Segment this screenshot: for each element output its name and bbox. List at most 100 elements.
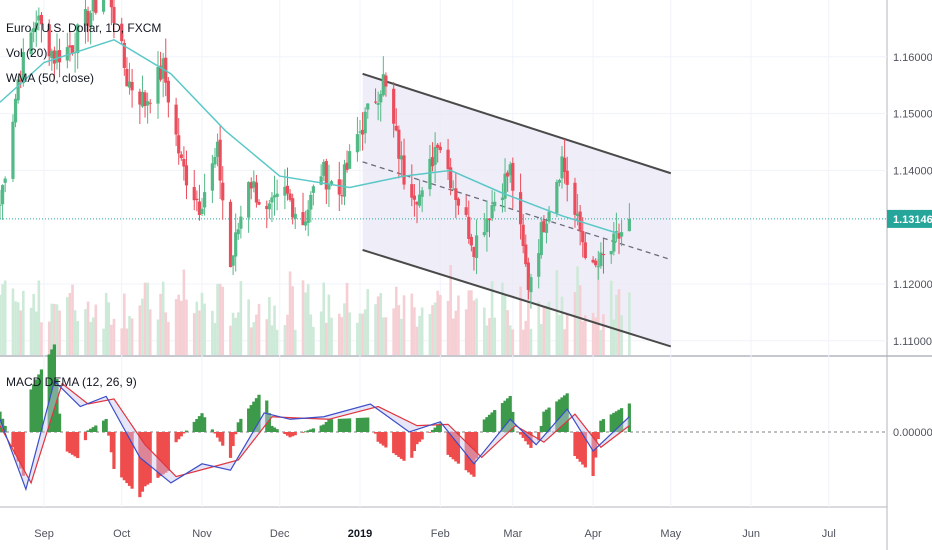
histogram-bar <box>518 432 523 435</box>
histogram-bar <box>555 401 559 432</box>
candle-body <box>68 45 72 48</box>
candle-body <box>55 50 59 63</box>
volume-bar <box>148 309 152 355</box>
candle-body <box>213 156 217 165</box>
histogram-bar <box>86 430 90 432</box>
volume-bar <box>14 301 17 355</box>
candle-body <box>547 211 551 222</box>
candle-body <box>319 176 323 185</box>
volume-bar <box>537 301 541 355</box>
histogram-bar <box>270 425 274 432</box>
time-tick-label: 2019 <box>348 528 372 540</box>
volume-bar <box>211 310 214 355</box>
price-tick-label: 1.15000 <box>893 109 932 121</box>
histogram-bar <box>275 429 279 432</box>
volume-bar <box>53 303 56 355</box>
histogram-bar <box>94 425 98 432</box>
volume-bar <box>431 305 434 355</box>
volume-bar <box>110 324 113 355</box>
histogram-bar <box>161 432 165 475</box>
candle-body <box>399 155 404 160</box>
histogram-bar <box>415 432 419 445</box>
time-tick-label: Oct <box>113 528 130 540</box>
histogram-bar <box>247 408 251 432</box>
histogram-bar <box>166 432 170 472</box>
candle-body <box>469 236 473 246</box>
volume-bar <box>402 295 406 355</box>
volume-bar <box>410 293 414 355</box>
histogram-bar <box>283 432 287 435</box>
candle-body <box>373 101 378 103</box>
histogram-bar <box>234 432 238 435</box>
candle-body <box>218 139 222 181</box>
volume-bar <box>16 302 20 355</box>
time-tick-label: Feb <box>431 528 450 540</box>
candle-body <box>591 259 595 263</box>
histogram-bar <box>617 409 621 432</box>
candle-body <box>537 253 541 277</box>
volume-bar <box>84 309 87 355</box>
candle-body <box>342 164 347 197</box>
volume-bar <box>104 292 108 355</box>
candle-body <box>493 201 497 207</box>
volume-bar <box>472 300 476 355</box>
histogram-bar <box>493 410 497 432</box>
candle-body <box>91 0 95 12</box>
volume-bar <box>167 322 170 355</box>
volume-bar <box>195 301 199 355</box>
volume-bar <box>446 300 450 355</box>
volume-bar <box>376 296 380 355</box>
histogram-bar <box>399 432 404 459</box>
candle-body <box>197 201 202 215</box>
channel-fill <box>362 73 671 347</box>
volume-bar <box>76 321 79 355</box>
volume-bar <box>0 294 2 355</box>
histogram-bar <box>348 418 352 432</box>
candle-body <box>138 91 142 105</box>
candle-body <box>200 208 204 215</box>
candle-body <box>257 201 261 205</box>
volume-bar <box>179 300 183 355</box>
volume-bar <box>384 317 388 355</box>
candle-body <box>560 156 564 179</box>
volume-bar <box>247 299 250 355</box>
candle-body <box>627 218 631 232</box>
volume-bar <box>451 318 455 355</box>
volume-bar <box>615 294 618 355</box>
volume-bar <box>68 293 72 355</box>
candle-body <box>122 42 126 68</box>
candle-body <box>451 188 455 190</box>
volume-bar <box>340 317 344 355</box>
candle-body <box>601 253 606 256</box>
histogram-bar <box>228 432 233 458</box>
volume-bar <box>174 299 178 355</box>
macd-histogram <box>0 344 631 498</box>
volume-bar <box>123 293 126 355</box>
volume-bar <box>470 290 473 355</box>
volume-bar <box>394 286 398 355</box>
histogram-bar <box>503 400 507 432</box>
candle-body <box>293 213 297 219</box>
volume-bar <box>270 325 274 355</box>
volume-bar <box>578 285 582 355</box>
macd-band <box>0 381 630 490</box>
candle-body <box>472 246 476 257</box>
histogram-bar <box>438 422 442 432</box>
histogram-bar <box>392 432 396 454</box>
candle-body <box>524 244 528 265</box>
volume-bar <box>348 312 351 355</box>
histogram-bar <box>402 432 406 461</box>
candle-body <box>148 102 152 104</box>
candle-body <box>446 149 450 170</box>
signal-line <box>0 382 630 485</box>
histogram-bar <box>508 395 512 432</box>
histogram-bar <box>417 432 422 442</box>
candle-body <box>456 198 461 206</box>
candle-body <box>487 218 492 221</box>
histogram-bar <box>506 398 510 432</box>
histogram-bar <box>469 432 473 475</box>
volume-bar <box>501 282 504 355</box>
histogram-bar <box>125 432 129 484</box>
volume-bars <box>0 258 631 355</box>
